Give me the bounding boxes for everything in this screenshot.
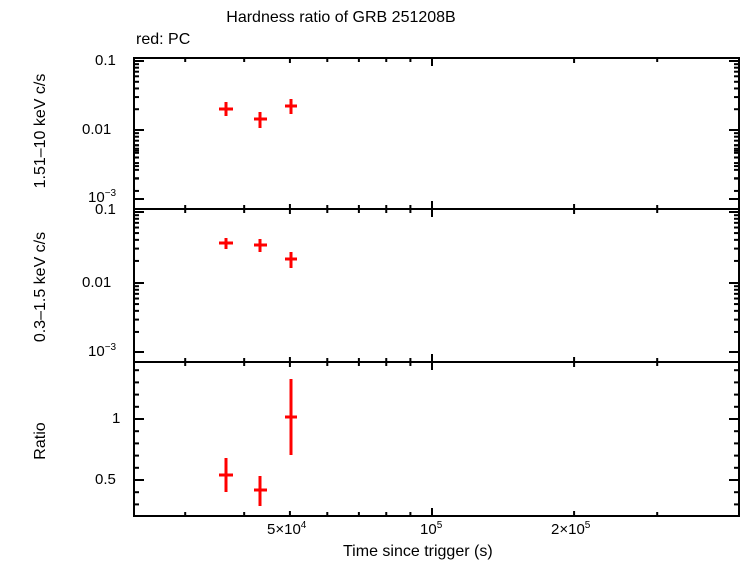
chart-title-text: Hardness ratio of GRB 251208B: [226, 9, 456, 26]
data-point-top-3: [285, 99, 297, 114]
ytick-ratio-0.5: 0.5: [95, 471, 116, 488]
data-point-ratio-2: [254, 476, 267, 506]
xtick-base: 2×10: [551, 521, 585, 538]
ytick-top-0.01: 0.01: [82, 121, 112, 138]
data-point-top-1: [219, 102, 233, 116]
xtick-exp: 5: [436, 520, 443, 531]
ytick-mid-0.01: 0.01: [82, 274, 112, 291]
xtick-exp: 4: [300, 520, 307, 531]
chart-title: Hardness ratio of GRB 251208B: [0, 9, 742, 27]
data-points: [219, 99, 297, 506]
xtick-base: 5×10: [267, 521, 301, 538]
data-point-top-2: [254, 112, 267, 128]
xtick-1e5: 105: [420, 520, 442, 538]
ytick-ratio-1: 1: [112, 410, 121, 427]
ytick-exp: −3: [104, 188, 117, 199]
ytick-top-0.1: 0.1: [95, 52, 116, 69]
xtick-base: 10: [420, 521, 437, 538]
data-point-mid-3: [285, 252, 297, 268]
ytick-base: 10: [88, 343, 105, 360]
ytick-base: 10: [88, 189, 105, 206]
xtick-exp: 5: [584, 520, 591, 531]
ytick-exp: −3: [104, 342, 117, 353]
xtick-2e5: 2×105: [551, 520, 590, 538]
ytick-mid-1e-3: 10−3: [88, 342, 116, 360]
data-point-ratio-3: [285, 379, 297, 455]
legend-label: red: PC: [136, 31, 191, 48]
x-ticks: [184, 58, 659, 516]
axes-frame: [133, 57, 740, 517]
ytick-top-1e-3: 10−3: [88, 188, 116, 206]
xlabel: Time since trigger (s): [343, 543, 493, 560]
data-point-mid-2: [254, 239, 267, 252]
ytick-mid-0.1: 0.1: [95, 201, 116, 218]
y-ticks: [134, 60, 739, 506]
data-point-mid-1: [219, 238, 233, 249]
data-point-ratio-1: [219, 458, 233, 492]
xtick-5e4: 5×104: [267, 520, 306, 538]
